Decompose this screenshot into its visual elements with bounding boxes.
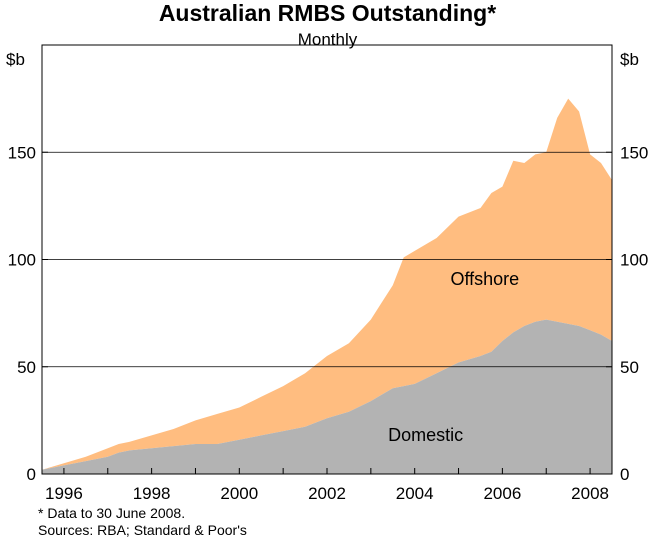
y-axis-label-right: $b [620,50,639,69]
sources-note: Sources: RBA; Standard & Poor's [38,522,247,538]
offshore-annotation: Offshore [450,269,519,289]
tick-labels: 0 0 50 50 100 100 150 150 1996 1998 2000 2002 2004 20… [8,143,649,503]
area-layer [42,98,612,474]
y-tick-label-right: 150 [620,143,648,162]
domestic-area [42,319,612,474]
x-tick-label: 2004 [396,484,434,503]
y-tick-label-left: 150 [8,143,36,162]
chart-subtitle: Monthly [297,30,358,49]
y-tick-label-left: 100 [8,251,36,270]
x-tick-label: 1996 [45,484,83,503]
gridlines [42,151,612,368]
footnote: * Data to 30 June 2008. [38,505,186,521]
y-tick-label-left: 0 [27,465,36,484]
y-tick-label-right: 50 [620,358,639,377]
y-axis-label-left: $b [6,50,25,69]
y-tick-label-right: 0 [620,465,629,484]
x-tick-label: 2006 [483,484,521,503]
tick-marks [42,151,612,475]
x-tick-label: 1998 [133,484,171,503]
x-tick-label: 2008 [571,484,609,503]
domestic-annotation: Domestic [388,425,463,445]
x-tick-label: 2000 [220,484,258,503]
chart-title: Australian RMBS Outstanding* [158,0,497,26]
offshore-area [42,98,612,470]
x-tick-label: 2002 [308,484,346,503]
y-tick-label-right: 100 [620,251,648,270]
y-tick-label-left: 50 [17,358,36,377]
